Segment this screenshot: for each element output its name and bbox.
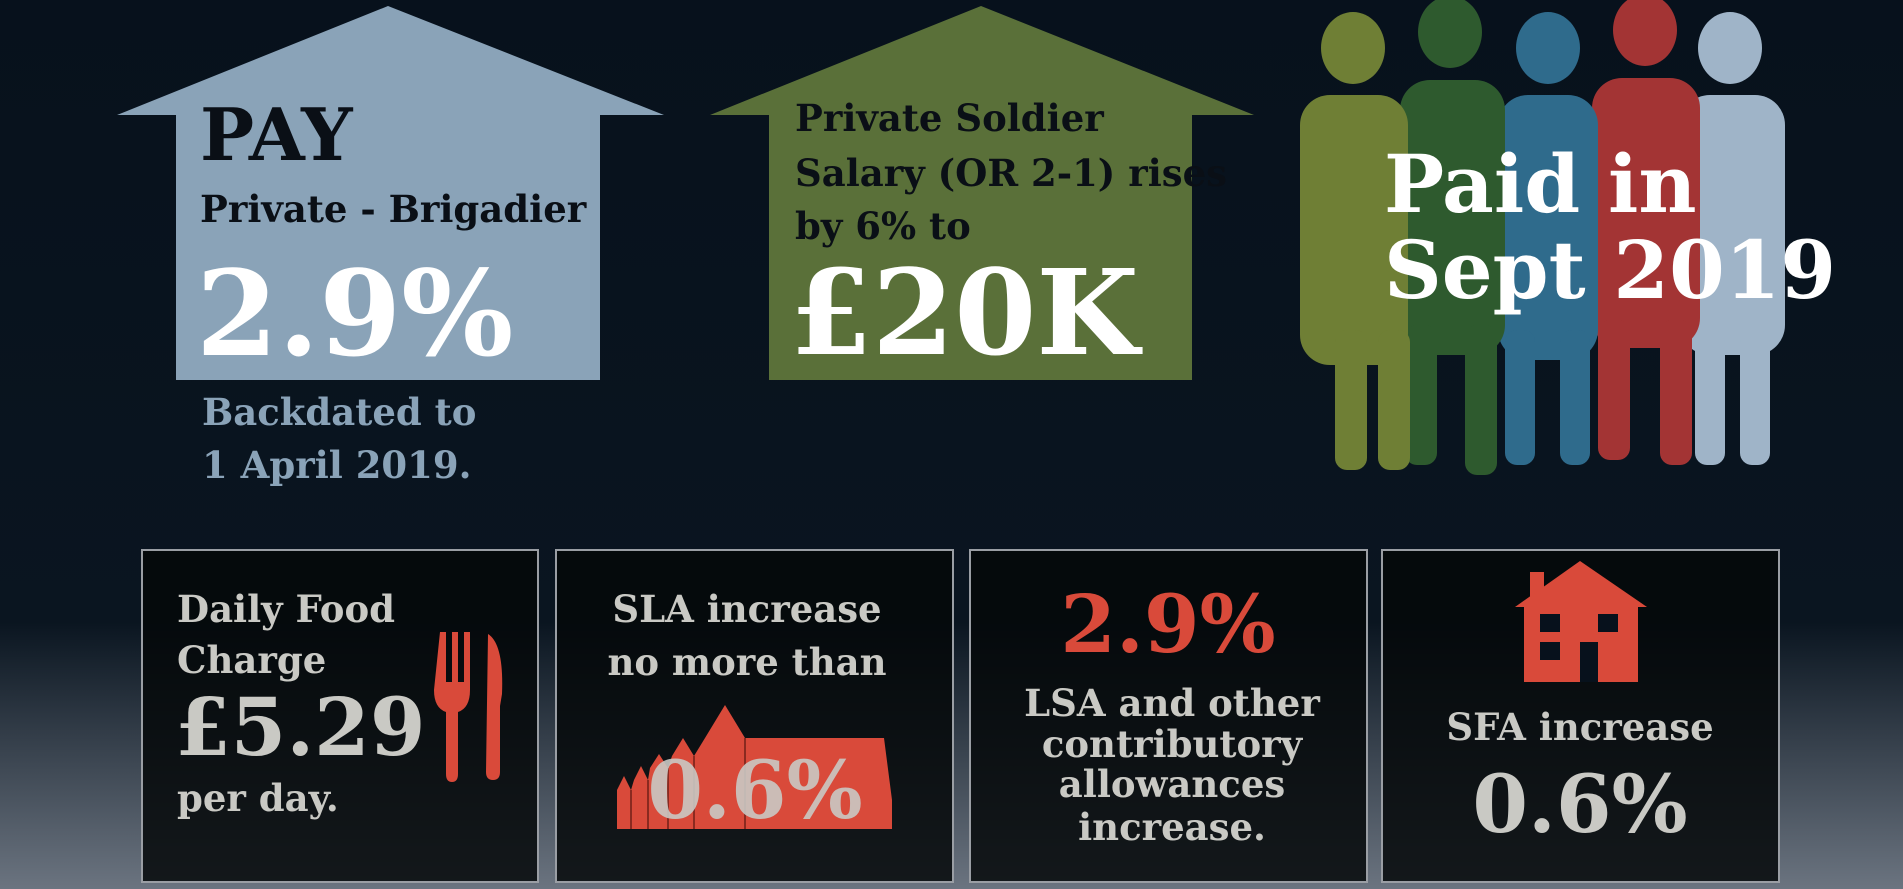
card-text: Daily Food (177, 587, 395, 631)
card-value: 2.9% (1060, 577, 1275, 671)
card-value: 0.6% (1472, 757, 1687, 851)
sla-houses-icon (617, 705, 892, 829)
salary-text: Salary (OR 2-1) rises (795, 151, 1227, 195)
soldier-silhouettes (1300, 0, 1785, 475)
card-text: SFA increase (1446, 705, 1713, 749)
paid-text: Sept 2019 (1384, 223, 1836, 317)
card-text: SLA increase (612, 587, 881, 631)
card-text: Charge (177, 638, 326, 682)
card (141, 549, 539, 883)
card-value: 0.6% (647, 743, 862, 837)
card-text: per day. (177, 776, 339, 820)
pay-house (117, 6, 664, 380)
pay-increase: 2.9% (196, 244, 513, 383)
pay-note: Backdated to (202, 390, 476, 434)
cutlery-icon (434, 632, 503, 782)
card-text: allowances (1059, 762, 1285, 806)
card-text: increase. (1078, 805, 1266, 849)
pay-note: 1 April 2019. (202, 443, 472, 487)
card (969, 549, 1368, 883)
card-text: no more than (607, 640, 886, 684)
card-text: contributory (1042, 722, 1304, 766)
salary-house (710, 6, 1254, 380)
house-icon (1515, 561, 1647, 682)
pay-heading: PAY (200, 92, 354, 177)
card-text: LSA and other (1024, 681, 1320, 725)
paid-text: Paid in (1384, 137, 1697, 231)
card-value: £5.29 (175, 680, 426, 774)
salary-text: Private Soldier (795, 96, 1104, 140)
salary-value: £20K (790, 243, 1143, 382)
salary-text: by 6% to (795, 204, 971, 248)
pay-range: Private - Brigadier (200, 187, 587, 231)
